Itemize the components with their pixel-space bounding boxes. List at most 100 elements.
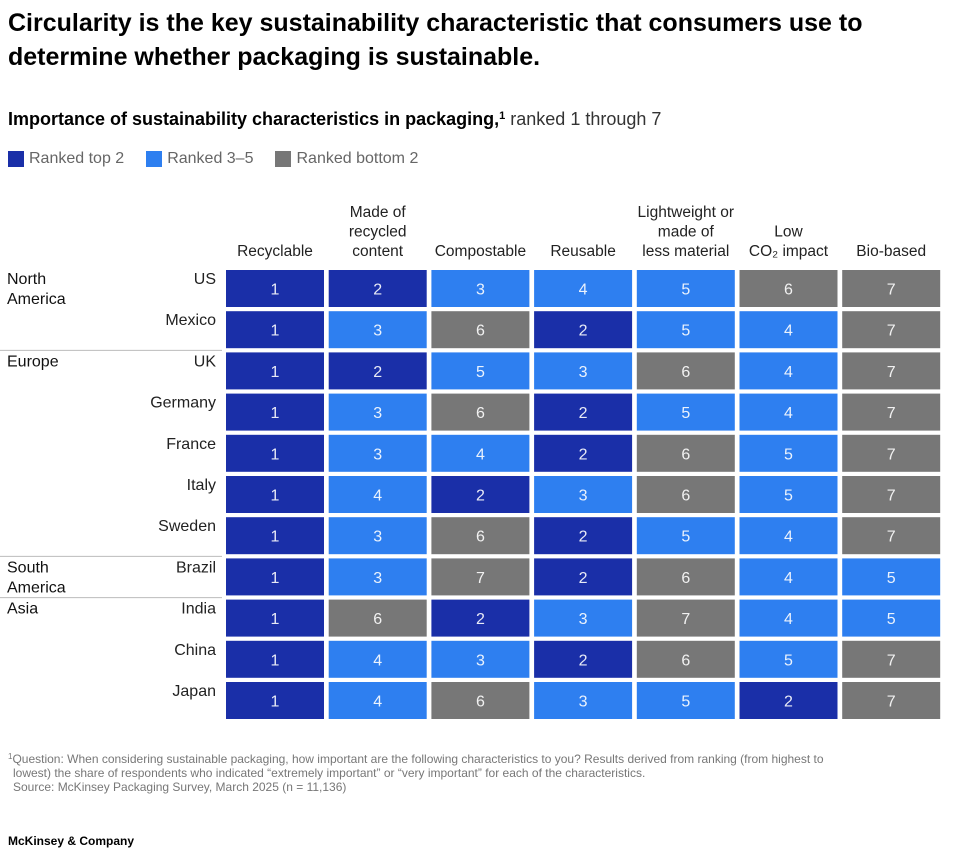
cell-value-italy-lightweight-or-made-of-less-material: 6 [681, 488, 690, 505]
cell-value-india-reusable: 3 [579, 611, 588, 628]
legend-label-bottom2: Ranked bottom 2 [296, 150, 419, 167]
cell-value-china-low-co-impact: 5 [784, 652, 793, 669]
cell-value-india-made-of-recycled-content: 6 [373, 611, 382, 628]
cell-value-india-recyclable: 1 [271, 611, 280, 628]
cell-india-recyclable [226, 599, 324, 637]
subtitle-main: Importance of sustainability characteris… [8, 109, 500, 129]
column-header-made-of-recycled-content-line-1: Made of [350, 204, 407, 221]
cell-value-india-low-co-impact: 4 [784, 611, 793, 628]
footnote-marker: 1 [8, 752, 13, 761]
cell-value-italy-reusable: 3 [579, 488, 588, 505]
cell-value-japan-recyclable: 1 [271, 694, 280, 711]
cell-france-recyclable [226, 434, 324, 472]
cell-value-brazil-lightweight-or-made-of-less-material: 6 [681, 570, 690, 587]
cell-italy-lightweight-or-made-of-less-material [636, 476, 735, 513]
cell-brazil-compostable [431, 558, 530, 596]
cell-us-bio-based [842, 270, 941, 307]
cell-us-lightweight-or-made-of-less-material [636, 270, 735, 307]
cell-japan-lightweight-or-made-of-less-material [636, 682, 735, 719]
region-label-south-america-line-2: America [7, 579, 66, 596]
cell-value-germany-made-of-recycled-content: 3 [373, 405, 382, 422]
cell-china-reusable [534, 640, 633, 678]
legend-item-bottom2: Ranked bottom 2 [275, 150, 418, 168]
cell-india-lightweight-or-made-of-less-material [636, 599, 735, 637]
cell-value-us-made-of-recycled-content: 2 [373, 282, 382, 299]
cell-value-germany-recyclable: 1 [271, 405, 280, 422]
cell-value-brazil-recyclable: 1 [271, 570, 280, 587]
cell-value-france-recyclable: 1 [271, 446, 280, 463]
cell-china-lightweight-or-made-of-less-material [636, 640, 735, 678]
cell-france-made-of-recycled-content [328, 434, 427, 472]
country-label-france: France [166, 436, 216, 453]
legend-swatch-mid [146, 151, 163, 167]
cell-china-recyclable [226, 640, 324, 678]
cell-italy-compostable [431, 476, 530, 513]
cell-value-uk-reusable: 3 [579, 364, 588, 381]
cell-value-italy-bio-based: 7 [887, 488, 896, 505]
column-header-recyclable-line-1: Recyclable [237, 243, 313, 260]
cell-uk-recyclable [226, 352, 324, 390]
cell-uk-low-co-impact [739, 352, 838, 390]
cell-germany-low-co-impact [739, 393, 838, 431]
cell-value-india-bio-based: 5 [887, 611, 896, 628]
cell-china-bio-based [842, 640, 941, 678]
cell-value-germany-low-co-impact: 4 [784, 405, 793, 422]
country-label-sweden: Sweden [158, 518, 216, 535]
region-label-europe-line-1: Europe [7, 353, 59, 370]
cell-italy-reusable [534, 476, 633, 513]
cell-japan-reusable [534, 682, 633, 719]
cell-value-italy-compostable: 2 [476, 488, 485, 505]
legend: Ranked top 2 Ranked 3–5 Ranked bottom 2 [8, 150, 440, 168]
footnote-line-2: lowest) the share of respondents who ind… [13, 766, 646, 780]
cell-value-us-lightweight-or-made-of-less-material: 5 [681, 282, 690, 299]
cell-value-france-bio-based: 7 [887, 446, 896, 463]
cell-value-china-made-of-recycled-content: 4 [373, 652, 382, 669]
cell-us-compostable [431, 270, 530, 307]
cell-value-uk-recyclable: 1 [271, 364, 280, 381]
cell-value-germany-reusable: 2 [579, 405, 588, 422]
cell-value-japan-made-of-recycled-content: 4 [373, 694, 382, 711]
cell-value-italy-recyclable: 1 [271, 488, 280, 505]
country-label-india: India [181, 601, 216, 618]
cell-value-france-made-of-recycled-content: 3 [373, 446, 382, 463]
brand-logo-text: McKinsey & Company [8, 834, 135, 848]
cell-sweden-compostable [431, 517, 530, 555]
subtitle-rest: ranked 1 through 7 [505, 109, 662, 129]
cell-value-italy-low-co-impact: 5 [784, 488, 793, 505]
cell-value-mexico-reusable: 2 [579, 323, 588, 340]
cell-value-brazil-reusable: 2 [579, 570, 588, 587]
cell-italy-bio-based [842, 476, 941, 513]
cell-value-us-bio-based: 7 [887, 282, 896, 299]
cell-value-us-low-co-impact: 6 [784, 282, 793, 299]
cell-us-recyclable [226, 270, 324, 307]
cell-brazil-lightweight-or-made-of-less-material [636, 558, 735, 596]
footnote: 1Question: When considering sustainable … [8, 750, 908, 794]
cell-germany-lightweight-or-made-of-less-material [636, 393, 735, 431]
cell-sweden-recyclable [226, 517, 324, 555]
cell-mexico-made-of-recycled-content [328, 311, 427, 349]
cell-india-bio-based [842, 599, 941, 637]
country-label-us: US [194, 271, 216, 288]
cell-value-sweden-compostable: 6 [476, 529, 485, 546]
cell-us-low-co-impact [739, 270, 838, 307]
cell-value-sweden-bio-based: 7 [887, 529, 896, 546]
cell-mexico-recyclable [226, 311, 324, 349]
cell-value-mexico-lightweight-or-made-of-less-material: 5 [681, 323, 690, 340]
cell-uk-compostable [431, 352, 530, 390]
cell-mexico-reusable [534, 311, 633, 349]
cell-value-france-reusable: 2 [579, 446, 588, 463]
cell-value-italy-made-of-recycled-content: 4 [373, 488, 382, 505]
cell-value-france-low-co-impact: 5 [784, 446, 793, 463]
cell-brazil-recyclable [226, 558, 324, 596]
cell-value-mexico-compostable: 6 [476, 323, 485, 340]
cell-us-made-of-recycled-content [328, 270, 427, 307]
column-header-compostable-line-1: Compostable [435, 243, 526, 260]
cell-value-uk-made-of-recycled-content: 2 [373, 364, 382, 381]
cell-uk-lightweight-or-made-of-less-material [636, 352, 735, 390]
cell-brazil-low-co-impact [739, 558, 838, 596]
chart-title: Circularity is the key sustainability ch… [8, 9, 863, 71]
cell-france-compostable [431, 434, 530, 472]
subtitle-footnote-marker: 1 [499, 110, 506, 122]
cell-india-low-co-impact [739, 599, 838, 637]
cell-italy-low-co-impact [739, 476, 838, 513]
